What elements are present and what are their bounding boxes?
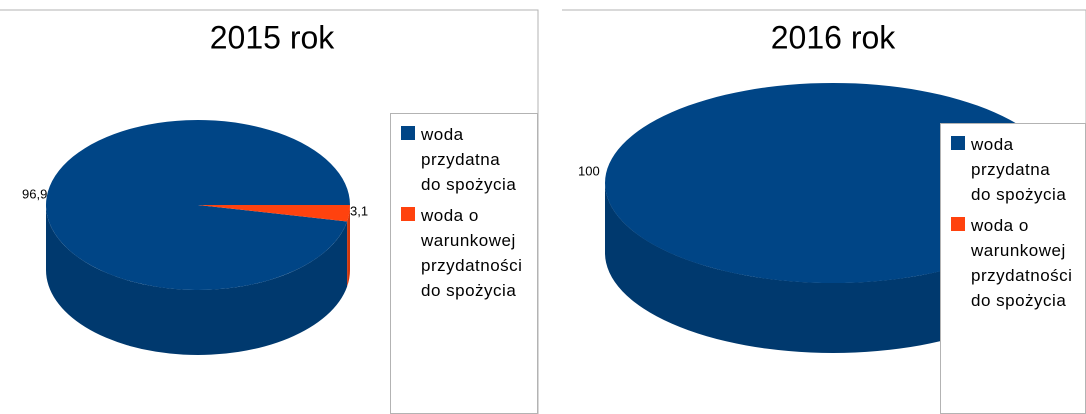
chart-frame [0, 9, 539, 414]
legend-swatch [951, 217, 965, 231]
slice-side [46, 205, 348, 355]
data-label: 96,9 [22, 186, 47, 201]
legend: woda przydatna do spożycia woda o warunko… [940, 123, 1086, 414]
legend-swatch [401, 126, 415, 140]
chart-title: 2015 rok [210, 19, 336, 55]
chart-frame [562, 9, 1086, 414]
legend-label: woda przydatna do spożycia [421, 125, 517, 194]
legend-swatch [951, 136, 965, 150]
slice-side [347, 205, 350, 287]
data-label: 3,1 [350, 203, 368, 218]
legend: woda przydatna do spożycia woda o warunko… [390, 113, 538, 414]
legend-item: woda przydatna do spożycia [401, 122, 531, 197]
slice-top [46, 120, 350, 291]
legend-label: woda przydatna do spożycia [971, 135, 1067, 204]
chart-title: 2016 rok [771, 19, 897, 55]
legend-item: woda przydatna do spożycia [951, 132, 1079, 207]
legend-label: woda o warunkowej przydatności do spożyc… [971, 216, 1073, 310]
data-label: 100 [578, 163, 600, 178]
slice-top [198, 205, 350, 222]
legend-label: woda o warunkowej przydatności do spożyc… [421, 206, 523, 300]
legend-item: woda o warunkowej przydatności do spożyc… [401, 203, 531, 303]
legend-swatch [401, 207, 415, 221]
legend-item: woda o warunkowej przydatności do spożyc… [951, 213, 1079, 313]
